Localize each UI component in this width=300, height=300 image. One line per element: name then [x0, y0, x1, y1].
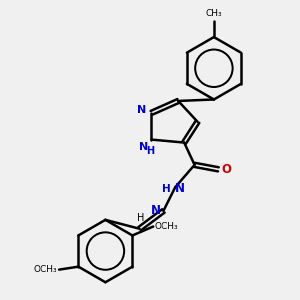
Text: O: O — [221, 163, 231, 176]
Text: H: H — [162, 184, 171, 194]
Text: OCH₃: OCH₃ — [34, 265, 58, 274]
Text: OCH₃: OCH₃ — [155, 222, 178, 231]
Text: N: N — [137, 106, 146, 116]
Text: H: H — [146, 146, 154, 155]
Text: CH₃: CH₃ — [206, 9, 222, 18]
Text: H: H — [137, 213, 145, 224]
Text: N: N — [139, 142, 148, 152]
Text: N: N — [175, 182, 185, 195]
Text: N: N — [151, 204, 161, 218]
